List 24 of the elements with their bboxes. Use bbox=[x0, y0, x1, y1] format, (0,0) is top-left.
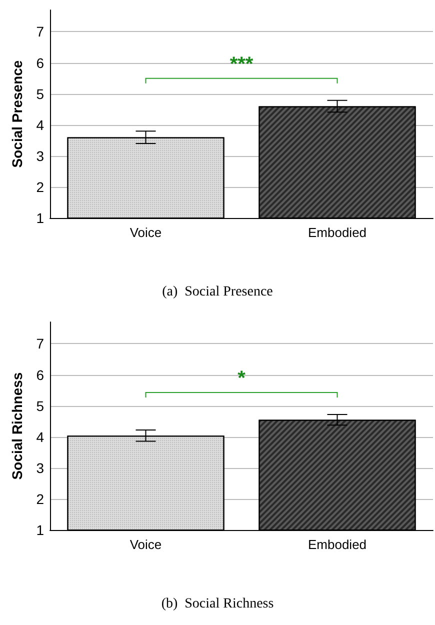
y-tick-label: 3 bbox=[36, 460, 44, 476]
x-tick-label: Voice bbox=[130, 225, 162, 240]
annotation: * bbox=[238, 368, 246, 390]
y-tick-label: 6 bbox=[36, 366, 44, 383]
annotation: *** bbox=[230, 53, 254, 76]
y-tick-label: 6 bbox=[36, 54, 44, 71]
text: (b) Social Richness bbox=[161, 596, 274, 612]
y-tick-label: 2 bbox=[36, 178, 44, 195]
y-tick-label: 7 bbox=[36, 24, 44, 40]
y-tick-label: 5 bbox=[36, 398, 44, 414]
y-axis-title: Social Presence bbox=[9, 60, 25, 168]
y-tick-label: 7 bbox=[36, 336, 44, 352]
y-tick-label: 4 bbox=[36, 428, 44, 445]
y-axis-title: Social Richness bbox=[9, 372, 25, 480]
x-tick-label: Embodied bbox=[308, 537, 367, 552]
x-tick-label: Embodied bbox=[308, 225, 367, 240]
y-tick-label: 3 bbox=[36, 148, 44, 164]
y-tick-label: 5 bbox=[36, 86, 44, 102]
x-tick-label: Voice bbox=[130, 537, 162, 552]
y-tick-label: 1 bbox=[36, 522, 44, 538]
y-tick-label: 2 bbox=[36, 490, 44, 507]
text: (a) Social Presence bbox=[162, 284, 273, 300]
y-tick-label: 4 bbox=[36, 116, 44, 133]
y-tick-label: 1 bbox=[36, 210, 44, 226]
